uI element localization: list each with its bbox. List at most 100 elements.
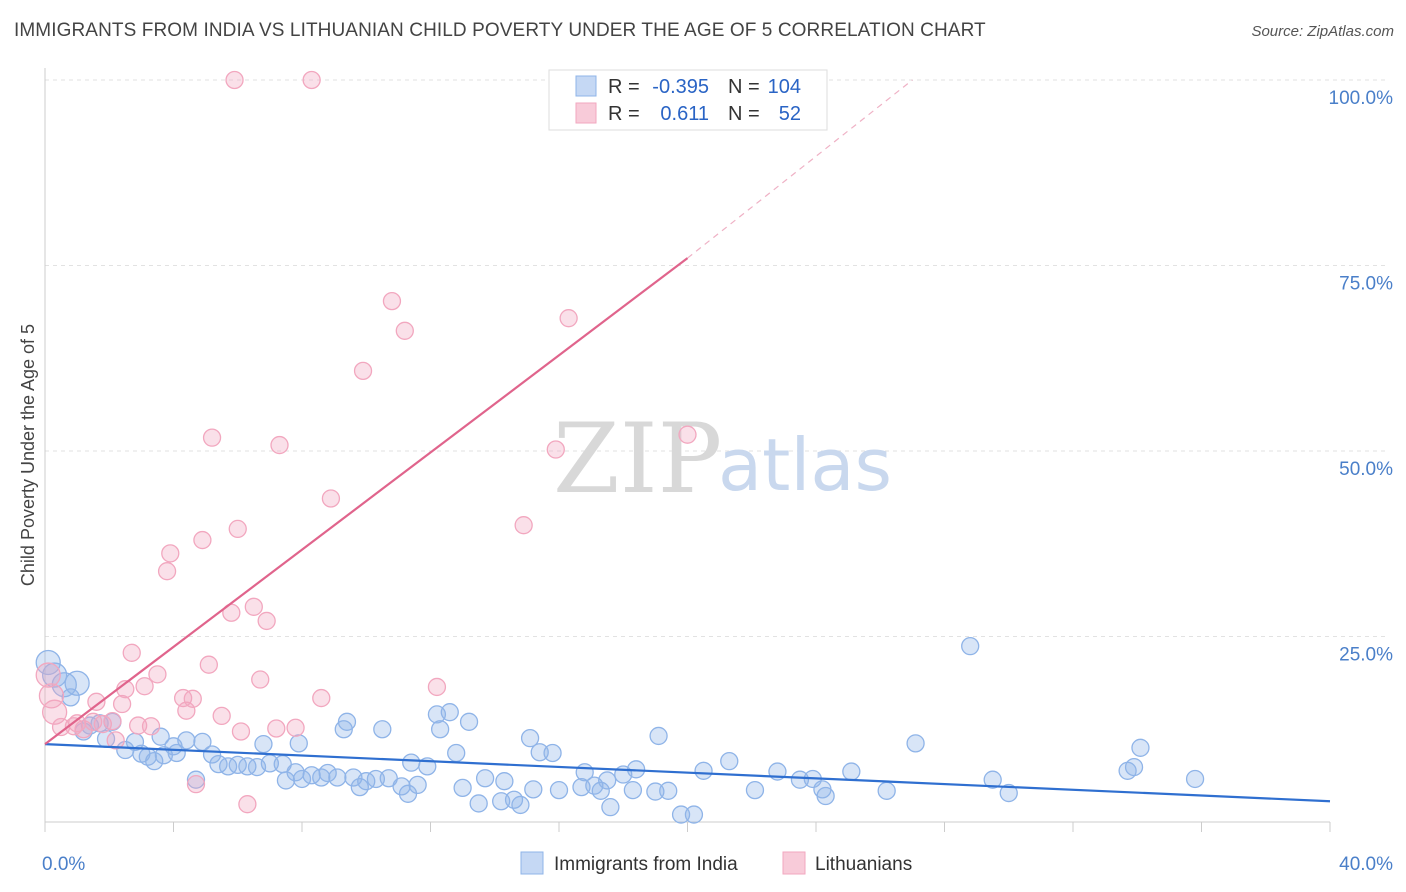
point-india <box>877 781 896 800</box>
point-india <box>543 743 562 763</box>
data-points <box>35 70 1205 824</box>
point-lithuanians <box>231 722 251 741</box>
point-india <box>373 720 392 739</box>
point-lithuanians <box>106 731 125 750</box>
series-label-lithuanians: Lithuanians <box>815 854 912 875</box>
point-india <box>41 662 68 688</box>
point-india <box>961 636 980 656</box>
correlation-legend: R = -0.395 N = 104 R = 0.611 N = 52 <box>548 69 828 131</box>
point-lithuanians <box>87 692 106 711</box>
point-india <box>575 763 594 782</box>
point-lithuanians <box>353 361 373 381</box>
point-india <box>318 763 337 783</box>
point-lithuanians <box>129 716 148 735</box>
point-india <box>379 769 398 788</box>
legend-r-value-lithuanians: 0.611 <box>660 103 709 125</box>
point-india <box>842 762 861 781</box>
point-india <box>524 780 543 799</box>
point-india <box>51 672 77 698</box>
point-india <box>1131 738 1150 757</box>
legend-n-label-lithuanians: N = <box>728 103 760 125</box>
point-india <box>591 781 610 800</box>
point-lithuanians <box>395 321 414 340</box>
legend-n-value-lithuanians: 52 <box>779 103 801 125</box>
trend-lines <box>44 79 1331 803</box>
series-swatch-lithuanians <box>782 851 806 875</box>
point-india <box>276 771 296 790</box>
point-india <box>520 729 540 748</box>
legend-swatch-india <box>575 75 597 97</box>
point-india <box>646 782 665 801</box>
point-india <box>684 805 704 824</box>
point-india <box>671 805 691 824</box>
point-lithuanians <box>228 519 247 539</box>
point-lithuanians <box>35 662 61 688</box>
series-swatch-india <box>520 851 544 875</box>
point-lithuanians <box>225 70 244 90</box>
point-india <box>983 770 1002 789</box>
point-lithuanians <box>514 516 533 535</box>
point-lithuanians <box>112 694 132 714</box>
legend-r-label-india: R = <box>608 76 640 98</box>
point-india <box>745 780 765 800</box>
y-tick-label: 100.0% <box>1329 88 1394 109</box>
point-lithuanians <box>312 688 331 708</box>
point-india <box>447 743 466 763</box>
legend-swatch-lithuanians <box>575 102 597 124</box>
point-india <box>430 720 450 739</box>
point-lithuanians <box>135 677 154 696</box>
point-india <box>177 731 196 750</box>
series-legend: Immigrants from India Lithuanians <box>520 851 912 875</box>
point-lithuanians <box>183 689 202 708</box>
point-india <box>366 769 386 789</box>
point-lithuanians <box>302 70 321 90</box>
legend-n-label-india: N = <box>728 76 760 98</box>
point-lithuanians <box>157 562 177 581</box>
point-lithuanians <box>38 683 65 709</box>
point-india <box>549 780 569 800</box>
point-india <box>623 780 643 800</box>
point-india <box>530 743 549 762</box>
watermark: ZIP atlas <box>553 403 892 515</box>
point-india <box>1124 757 1144 777</box>
point-lithuanians <box>382 291 402 311</box>
point-lithuanians <box>559 309 578 328</box>
point-india <box>469 794 488 813</box>
point-india <box>598 771 617 790</box>
x-tick-label-max: 40.0% <box>1339 854 1393 875</box>
point-india <box>145 752 164 771</box>
point-india <box>1185 769 1205 789</box>
point-lithuanians <box>186 775 206 794</box>
trend-line-lithuanians-extension <box>687 79 913 259</box>
point-india <box>402 753 421 772</box>
point-india <box>659 781 678 800</box>
point-lithuanians <box>141 717 161 736</box>
grid-lines <box>45 79 1385 637</box>
point-india <box>694 761 713 780</box>
point-lithuanians <box>103 711 122 731</box>
point-lithuanians <box>202 428 222 447</box>
point-india <box>292 769 312 789</box>
point-india <box>392 777 411 796</box>
legend-r-value-india: -0.395 <box>652 76 709 98</box>
y-tick-label: 50.0% <box>1339 459 1393 480</box>
point-lithuanians <box>321 489 341 508</box>
legend-n-value-india: 104 <box>768 76 801 98</box>
trend-line-india <box>44 742 1331 803</box>
y-tick-label: 75.0% <box>1339 274 1393 295</box>
watermark-zip: ZIP <box>553 403 722 515</box>
point-lithuanians <box>122 643 141 662</box>
point-lithuanians <box>257 611 276 631</box>
point-india <box>289 734 308 753</box>
point-india <box>167 743 186 763</box>
point-india <box>999 783 1018 803</box>
point-india <box>186 770 206 789</box>
y-tick-label: 25.0% <box>1339 645 1393 666</box>
point-lithuanians <box>238 795 257 814</box>
point-india <box>649 726 668 746</box>
axes: 25.0% 50.0% 75.0% 100.0% 0.0% 40.0% <box>42 68 1393 875</box>
point-india <box>61 688 80 707</box>
point-india <box>350 777 369 797</box>
chart-title: IMMIGRANTS FROM INDIA VS LITHUANIAN CHIL… <box>14 20 986 41</box>
